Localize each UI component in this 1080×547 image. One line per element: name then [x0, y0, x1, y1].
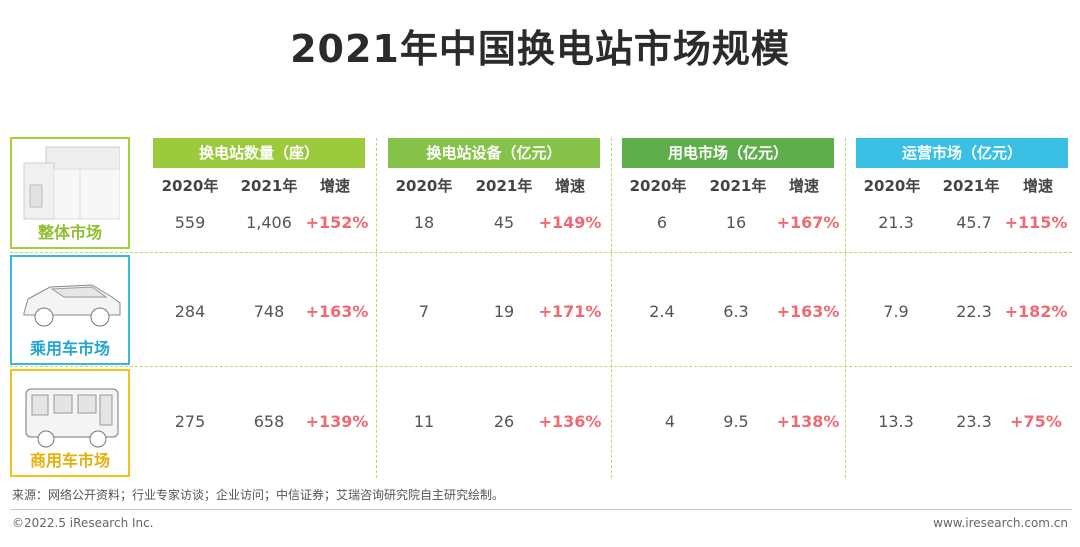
sub-header-growth: 增速: [554, 177, 585, 195]
group-header-station-count: 换电站数量（座）: [153, 138, 365, 168]
cell-value: 13.3: [878, 412, 914, 431]
cell-value: 23.3: [956, 412, 992, 431]
cell-value: 559: [174, 213, 206, 232]
cell-value: 6: [656, 213, 668, 232]
row-label-overall: 整体市场: [10, 137, 130, 249]
row-label: 商用车市场: [29, 451, 110, 470]
row-divider: [10, 366, 1072, 367]
row-label-commercial: 商用车市场: [10, 369, 130, 477]
sub-header-growth: 增速: [319, 177, 350, 195]
cell-value: 45: [493, 213, 515, 232]
cell-value: 1,406: [246, 213, 292, 232]
cell-value: 7: [418, 302, 430, 321]
cell-growth: +149%: [538, 213, 602, 232]
footer-divider: [10, 509, 1072, 510]
cell-value: 2.4: [649, 302, 675, 321]
column-divider: [611, 138, 612, 478]
cell-value: 26: [493, 412, 515, 431]
cell-value: 4: [664, 412, 676, 431]
row-label: 乘用车市场: [29, 339, 110, 358]
cell-value: 748: [253, 302, 285, 321]
cell-growth: +163%: [305, 302, 369, 321]
cell-growth: +182%: [1004, 302, 1068, 321]
cell-growth: +152%: [305, 213, 369, 232]
battery-swap-station-icon: [23, 146, 120, 220]
sub-header-2021: 2021年: [240, 177, 298, 195]
cell-value: 9.5: [723, 412, 749, 431]
column-divider: [845, 138, 846, 478]
cell-growth: +163%: [776, 302, 840, 321]
cell-value: 275: [174, 412, 206, 431]
cell-value: 19: [493, 302, 515, 321]
cell-value: 284: [174, 302, 206, 321]
sub-header-2021: 2021年: [475, 177, 533, 195]
cell-growth: +136%: [538, 412, 602, 431]
copyright: ©2022.5 iResearch Inc.: [12, 516, 154, 530]
cell-value: 16: [725, 213, 747, 232]
cell-growth: +138%: [776, 412, 840, 431]
sub-header-growth: 增速: [1022, 177, 1053, 195]
column-divider: [376, 138, 377, 478]
group-header-operation: 运营市场（亿元）: [856, 138, 1068, 168]
cell-value: 6.3: [723, 302, 749, 321]
cell-growth: +75%: [1010, 412, 1062, 431]
row-label: 整体市场: [37, 223, 102, 242]
page-title: 2021年中国换电站市场规模: [290, 27, 790, 71]
cell-value: 18: [413, 213, 435, 232]
cell-value: 45.7: [956, 213, 992, 232]
cell-growth: +171%: [538, 302, 602, 321]
cell-growth: +139%: [305, 412, 369, 431]
sub-header-growth: 增速: [788, 177, 819, 195]
group-header-electricity: 用电市场（亿元）: [622, 138, 834, 168]
row-divider: [10, 252, 1072, 253]
sub-header-2020: 2020年: [395, 177, 453, 195]
source-note: 来源：网络公开资料；行业专家访谈；企业访问；中信证券；艾瑞咨询研究院自主研究绘制…: [12, 488, 505, 502]
group-header-equipment: 换电站设备（亿元）: [388, 138, 600, 168]
cell-value: 22.3: [956, 302, 992, 321]
website-link[interactable]: www.iresearch.com.cn: [933, 516, 1068, 530]
cell-value: 7.9: [883, 302, 909, 321]
sub-header-2020: 2020年: [863, 177, 921, 195]
cell-value: 658: [253, 412, 285, 431]
row-label-passenger: 乘用车市场: [10, 255, 130, 365]
sub-header-2020: 2020年: [629, 177, 687, 195]
cell-value: 21.3: [878, 213, 914, 232]
bus-icon: [25, 388, 119, 448]
suv-car-icon: [23, 284, 121, 327]
sub-header-2020: 2020年: [161, 177, 219, 195]
sub-header-2021: 2021年: [942, 177, 1000, 195]
cell-growth: +167%: [776, 213, 840, 232]
cell-value: 11: [413, 412, 435, 431]
cell-growth: +115%: [1004, 213, 1068, 232]
sub-header-2021: 2021年: [709, 177, 767, 195]
